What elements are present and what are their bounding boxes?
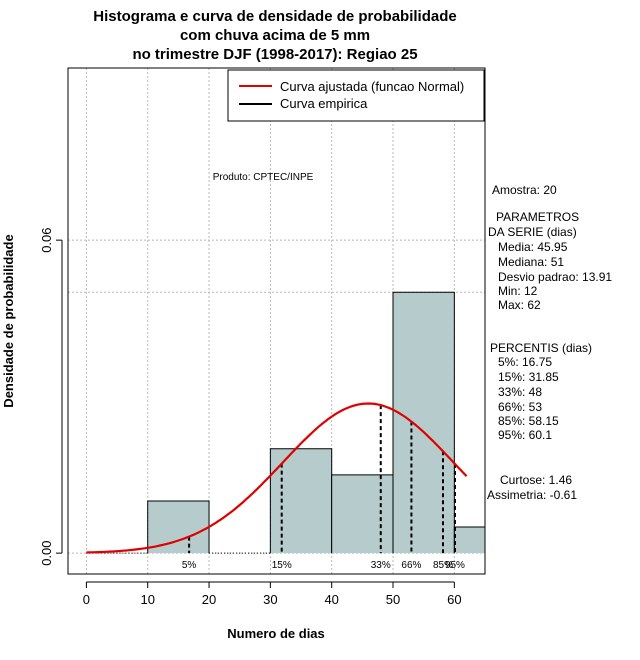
percentile-label: 95% bbox=[445, 560, 465, 571]
histogram-bars bbox=[86, 291, 486, 554]
histogram-bar bbox=[147, 500, 210, 554]
legend-box bbox=[227, 69, 485, 122]
curtose: Curtose: 1.46 bbox=[500, 473, 572, 487]
product-annotation: Produto: CPTEC/INPE bbox=[213, 172, 314, 183]
percentil-85: 85%: 58.15 bbox=[498, 414, 559, 428]
plot-frame bbox=[67, 67, 486, 575]
percentil-95: 95%: 60.1 bbox=[498, 428, 552, 442]
y-tick-label: 0.00 bbox=[39, 540, 54, 565]
param-desvio: Desvio padrao: 13.91 bbox=[498, 270, 612, 284]
percentil-66: 66%: 53 bbox=[498, 400, 542, 414]
x-tick-label: 20 bbox=[202, 592, 216, 607]
percentile-label: 33% bbox=[371, 560, 391, 571]
percentil-15: 15%: 31.85 bbox=[498, 370, 559, 384]
legend-empirical-label: Curva empirica bbox=[280, 96, 368, 111]
x-tick-label: 10 bbox=[140, 592, 154, 607]
param-min: Min: 12 bbox=[498, 284, 538, 298]
x-tick-label: 30 bbox=[263, 592, 277, 607]
x-axis-label: Numero de dias bbox=[227, 626, 325, 641]
axes: 0 10 20 30 40 50 60 0.00 0.06 bbox=[39, 227, 462, 607]
percentile-label: 5% bbox=[182, 560, 197, 571]
percentil-5: 5%: 16.75 bbox=[498, 355, 552, 369]
x-tick-label: 50 bbox=[386, 592, 400, 607]
percentis-header: PERCENTIS (dias) bbox=[490, 341, 592, 355]
param-media: Media: 45.95 bbox=[498, 240, 568, 254]
params-header-1: PARAMETROS bbox=[496, 210, 579, 224]
side-panel: Amostra: 20 PARAMETROS DA SERIE (dias) M… bbox=[487, 183, 612, 502]
fitted-normal-curve bbox=[86, 402, 468, 554]
histogram-bar-outline bbox=[392, 291, 455, 554]
param-max: Max: 62 bbox=[498, 298, 541, 312]
legend-fitted-label: Curva ajustada (funcao Normal) bbox=[280, 79, 464, 94]
sample-size: Amostra: 20 bbox=[492, 183, 557, 197]
param-mediana: Mediana: 51 bbox=[498, 255, 564, 269]
x-tick-label: 60 bbox=[447, 592, 461, 607]
histogram-bar bbox=[331, 474, 394, 554]
histogram-bar bbox=[393, 292, 455, 554]
params-header-2: DA SERIE (dias) bbox=[488, 225, 577, 239]
chart-title-line-2: com chuva acima de 5 mm bbox=[180, 27, 370, 44]
chart-title-line-1: Histograma e curva de densidade de proba… bbox=[93, 8, 456, 25]
percentile-markers: 5% 15% 33% 66% 85%95% bbox=[182, 405, 465, 571]
y-tick-label: 0.06 bbox=[39, 227, 54, 252]
percentile-label: 66% bbox=[401, 560, 421, 571]
histogram-bar bbox=[454, 527, 485, 554]
x-tick-label: 40 bbox=[324, 592, 338, 607]
y-axis-label: Densidade de probabilidade bbox=[1, 234, 16, 407]
percentil-33: 33%: 48 bbox=[498, 385, 542, 399]
assimetria: Assimetria: -0.61 bbox=[487, 488, 577, 502]
percentile-label: 15% bbox=[272, 560, 292, 571]
legend: Curva ajustada (funcao Normal) Curva emp… bbox=[227, 69, 485, 122]
percentile-label: 85% bbox=[433, 560, 453, 571]
fitted-curve bbox=[86, 402, 468, 554]
x-tick-label: 0 bbox=[83, 592, 90, 607]
chart-title-line-3: no trimestre DJF (1998-2017): Regiao 25 bbox=[132, 46, 417, 63]
